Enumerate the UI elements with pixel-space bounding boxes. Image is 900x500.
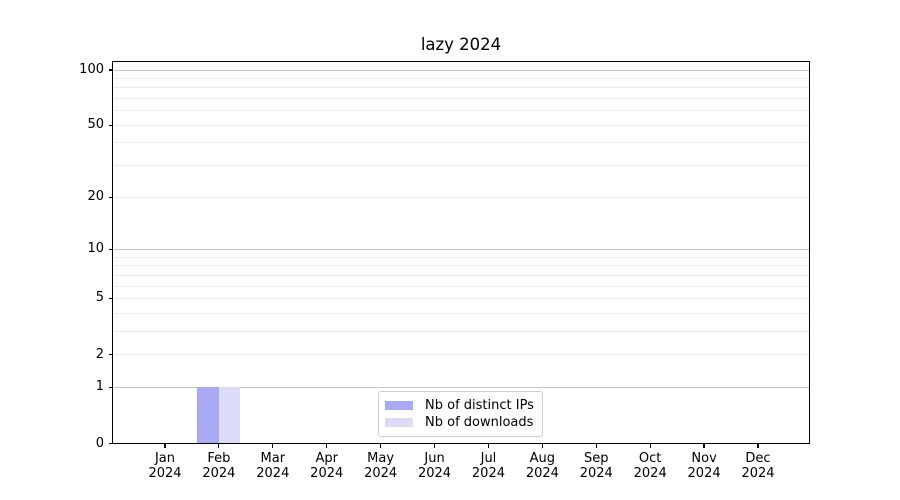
x-tick xyxy=(541,444,543,448)
x-tick-label: Dec 2024 xyxy=(741,450,775,482)
gridline-major xyxy=(112,69,810,71)
y-tick-label: 20 xyxy=(87,189,104,205)
x-tick xyxy=(703,444,705,448)
legend-swatch-distinct-ips-icon xyxy=(385,401,413,410)
x-tick-label: May 2024 xyxy=(364,450,398,482)
gridline-minor xyxy=(112,285,810,287)
x-tick xyxy=(757,444,759,448)
gridline-minor xyxy=(112,196,810,198)
y-tick xyxy=(108,297,112,300)
gridline-minor xyxy=(112,312,810,314)
x-tick-label: Oct 2024 xyxy=(633,450,667,482)
x-tick xyxy=(380,444,382,448)
x-tick-label: Aug 2024 xyxy=(525,450,559,482)
gridline-minor xyxy=(112,124,810,126)
gridline-minor xyxy=(112,98,810,100)
y-tick xyxy=(108,124,112,126)
y-tick-label: 50 xyxy=(87,117,104,133)
y-tick xyxy=(108,353,112,356)
x-tick-label: Feb 2024 xyxy=(202,450,236,482)
gridline-major xyxy=(112,248,810,250)
x-tick-label: Apr 2024 xyxy=(310,450,344,482)
gridline-minor xyxy=(112,110,810,112)
gridline-minor xyxy=(112,165,810,167)
y-tick-label: 1 xyxy=(95,379,104,395)
x-tick xyxy=(487,444,490,448)
chart-title: lazy 2024 xyxy=(420,35,502,54)
legend-label-distinct-ips: Nb of distinct IPs xyxy=(425,398,534,413)
bar-nb-of-distinct-ips xyxy=(197,387,219,444)
y-tick xyxy=(108,386,112,388)
gridline-minor xyxy=(112,142,810,144)
x-tick xyxy=(272,444,274,448)
y-tick-label: 5 xyxy=(95,290,104,306)
x-tick xyxy=(595,444,597,448)
y-tick xyxy=(108,248,112,251)
x-tick xyxy=(164,444,166,448)
gridline-minor xyxy=(112,354,810,356)
x-tick-label: Sep 2024 xyxy=(579,450,613,482)
gridline-minor xyxy=(112,256,810,258)
y-tick-label: 2 xyxy=(95,346,104,362)
x-tick-label: Nov 2024 xyxy=(687,450,721,482)
x-tick xyxy=(433,444,436,448)
gridline-minor xyxy=(112,297,810,299)
bar-nb-of-downloads xyxy=(218,387,241,444)
x-tick-label: Jun 2024 xyxy=(417,450,452,482)
y-tick-label: 100 xyxy=(79,62,104,77)
y-tick-label: 10 xyxy=(87,241,104,257)
legend: Nb of distinct IPs Nb of downloads xyxy=(378,391,543,437)
gridline-minor xyxy=(112,87,810,89)
legend-item-downloads: Nb of downloads xyxy=(385,414,536,431)
gridline-minor xyxy=(112,274,810,276)
legend-item-distinct-ips: Nb of distinct IPs xyxy=(385,397,536,414)
x-tick-label: Mar 2024 xyxy=(256,450,290,482)
x-tick-label: Jul 2024 xyxy=(471,450,505,482)
legend-label-downloads: Nb of downloads xyxy=(425,415,534,430)
gridline-minor xyxy=(112,330,810,332)
y-tick xyxy=(108,442,112,445)
x-tick xyxy=(649,444,651,448)
x-tick xyxy=(326,444,328,448)
x-tick-label: Jan 2024 xyxy=(148,450,182,482)
y-tick xyxy=(108,196,112,198)
gridline-minor xyxy=(112,77,810,79)
y-tick-label: 0 xyxy=(95,435,104,451)
x-tick xyxy=(218,444,220,448)
gridline-minor xyxy=(112,265,810,267)
y-tick xyxy=(108,69,112,71)
legend-swatch-downloads-icon xyxy=(385,418,413,427)
